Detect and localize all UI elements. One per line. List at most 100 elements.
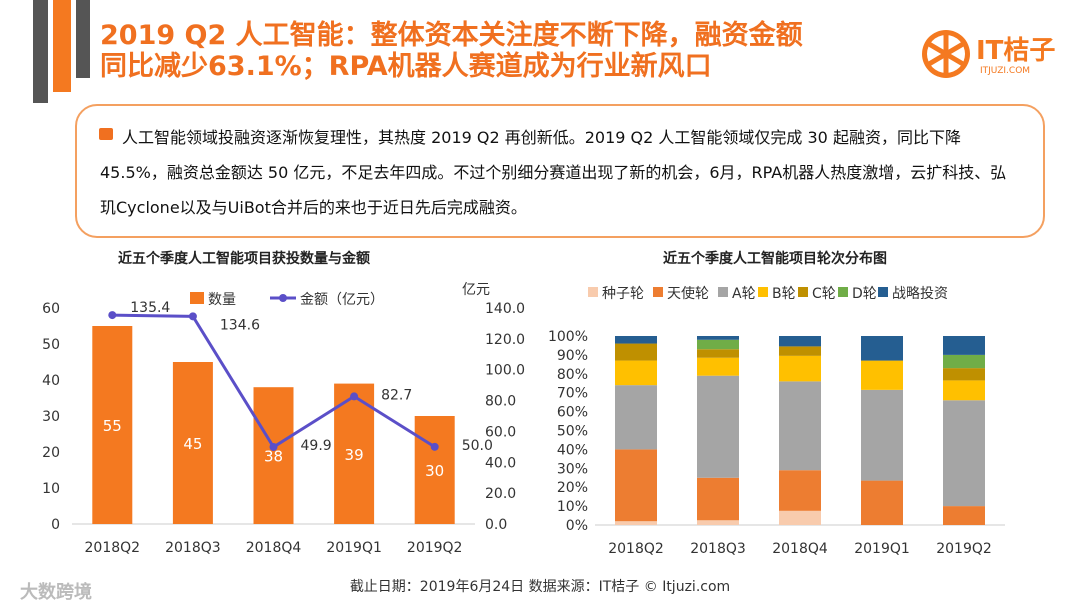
title-line-1: 2019 Q2 人工智能：整体资本关注度不断下降，融资金额 xyxy=(100,20,803,51)
legend-label: A轮 xyxy=(732,286,756,302)
bar-segment-A轮 xyxy=(943,400,985,507)
bar-segment-天使轮 xyxy=(615,449,657,522)
legend-label: D轮 xyxy=(852,286,877,302)
legend-swatch xyxy=(758,287,768,297)
bar-segment-C轮 xyxy=(615,343,657,361)
line-point xyxy=(188,312,197,321)
legend-swatch xyxy=(718,287,728,297)
bullet-icon xyxy=(99,128,113,140)
bar-segment-种子轮 xyxy=(697,520,739,525)
bar-segment-天使轮 xyxy=(779,470,821,511)
footer-source: 截止日期：2019年6月24日 数据来源：IT桔子 © Itjuzi.com xyxy=(349,579,731,595)
y-tick-label: 0 xyxy=(51,517,60,533)
bar-count xyxy=(92,326,133,524)
bar-segment-D轮 xyxy=(697,339,739,350)
x-tick-label: 2019Q1 xyxy=(326,540,382,556)
itjuzi-logo: IT桔子 ITJUZI.COM xyxy=(920,28,1060,80)
y-tick-label: 40% xyxy=(557,442,588,458)
bar-data-label: 55 xyxy=(103,417,122,435)
legend-swatch xyxy=(878,287,888,297)
y2-tick-label: 80.0 xyxy=(485,394,516,410)
legend-swatch xyxy=(588,287,598,297)
bar-segment-B轮 xyxy=(861,360,903,390)
y-tick-label: 0% xyxy=(566,518,588,534)
bar-count xyxy=(414,416,455,524)
y2-tick-label: 60.0 xyxy=(485,424,516,440)
x-tick-label: 2019Q1 xyxy=(854,541,910,557)
bar-segment-C轮 xyxy=(697,349,739,358)
chart1-title: 近五个季度人工智能项目获投数量与金额 xyxy=(118,251,370,267)
bar-segment-种子轮 xyxy=(615,521,657,525)
page-title: 2019 Q2 人工智能：整体资本关注度不断下降，融资金额 同比减少63.1%；… xyxy=(100,20,803,82)
bar-count xyxy=(253,387,294,524)
bar-segment-C轮 xyxy=(943,368,985,381)
y-tick-label: 20 xyxy=(42,445,60,461)
y-tick-label: 60% xyxy=(557,405,588,421)
title-line-2: 同比减少63.1%；RPA机器人赛道成为行业新风口 xyxy=(100,51,712,82)
line-data-label: 135.4 xyxy=(130,300,170,316)
y2-tick-label: 120.0 xyxy=(485,332,525,348)
legend-label: 天使轮 xyxy=(667,285,709,302)
legend-swatch-count xyxy=(190,292,204,304)
line-data-label: 50.0 xyxy=(462,438,493,454)
y-tick-label: 60 xyxy=(42,301,60,317)
bar-segment-B轮 xyxy=(697,357,739,376)
line-data-label: 49.9 xyxy=(301,438,332,454)
line-point xyxy=(430,442,439,451)
chart-round-distribution: 0% 10% 20% 30% 40% 50% 60% 70% 80% 90% 100% 2018Q2 2… xyxy=(548,285,1005,557)
chart-investment-count-amount: 0 10 20 30 40 50 60 0.0 20.0 40.0 60.0 80.0 100.0 120… xyxy=(42,282,525,556)
bar-count xyxy=(334,383,375,524)
y-tick-label: 100% xyxy=(548,329,588,345)
y-tick-label: 80% xyxy=(557,367,588,383)
legend-label: 种子轮 xyxy=(602,286,644,302)
bar-segment-A轮 xyxy=(861,389,903,481)
y-tick-label: 70% xyxy=(557,386,588,402)
decor-bar-gray xyxy=(33,0,48,103)
bar-count xyxy=(172,362,213,524)
line-data-label: 134.6 xyxy=(220,317,260,333)
y-tick-label: 10% xyxy=(557,499,588,515)
decor-bar-orange xyxy=(53,0,71,92)
bar-segment-B轮 xyxy=(615,360,657,386)
logo-url: ITJUZI.COM xyxy=(980,66,1031,76)
bar-segment-B轮 xyxy=(779,355,821,382)
legend-label: C轮 xyxy=(812,286,836,302)
bar-segment-B轮 xyxy=(943,380,985,401)
logo-name: IT桔子 xyxy=(976,36,1056,66)
x-tick-label: 2018Q4 xyxy=(246,540,302,556)
y-tick-label: 30% xyxy=(557,461,588,477)
y2-tick-label: 40.0 xyxy=(485,455,516,471)
y2-tick-label: 20.0 xyxy=(485,486,516,502)
summary-box xyxy=(75,104,1045,238)
y2-tick-label: 100.0 xyxy=(485,363,525,379)
x-tick-label: 2018Q3 xyxy=(165,540,221,556)
decor-bar-gray-2 xyxy=(76,0,90,78)
y-tick-label: 30 xyxy=(42,409,60,425)
bar-segment-A轮 xyxy=(697,375,739,478)
bar-segment-A轮 xyxy=(615,385,657,450)
bar-data-label: 45 xyxy=(183,435,202,453)
legend-swatch xyxy=(798,287,808,297)
legend-label-amount: 金额（亿元） xyxy=(300,292,384,308)
legend-label: B轮 xyxy=(772,286,796,302)
bar-segment-战略投资 xyxy=(779,336,821,347)
y-tick-label: 50 xyxy=(42,337,60,353)
y2-tick-label: 0.0 xyxy=(485,517,507,533)
bar-segment-天使轮 xyxy=(943,506,985,525)
bar-segment-A轮 xyxy=(779,381,821,471)
line-point xyxy=(108,311,117,320)
x-tick-label: 2018Q2 xyxy=(608,541,664,557)
y-tick-label: 50% xyxy=(557,424,588,440)
y-tick-label: 90% xyxy=(557,348,588,364)
line-point xyxy=(269,443,278,452)
y-tick-label: 10 xyxy=(42,481,60,497)
y-tick-label: 40 xyxy=(42,373,60,389)
bar-segment-D轮 xyxy=(943,354,985,369)
bar-data-label: 39 xyxy=(345,446,364,464)
chart2-title: 近五个季度人工智能项目轮次分布图 xyxy=(663,251,887,267)
bar-data-label: 38 xyxy=(264,448,283,466)
bar-segment-天使轮 xyxy=(861,480,903,525)
legend-swatch xyxy=(838,287,848,297)
bar-segment-战略投资 xyxy=(697,336,739,340)
orange-slice-icon xyxy=(922,30,970,78)
